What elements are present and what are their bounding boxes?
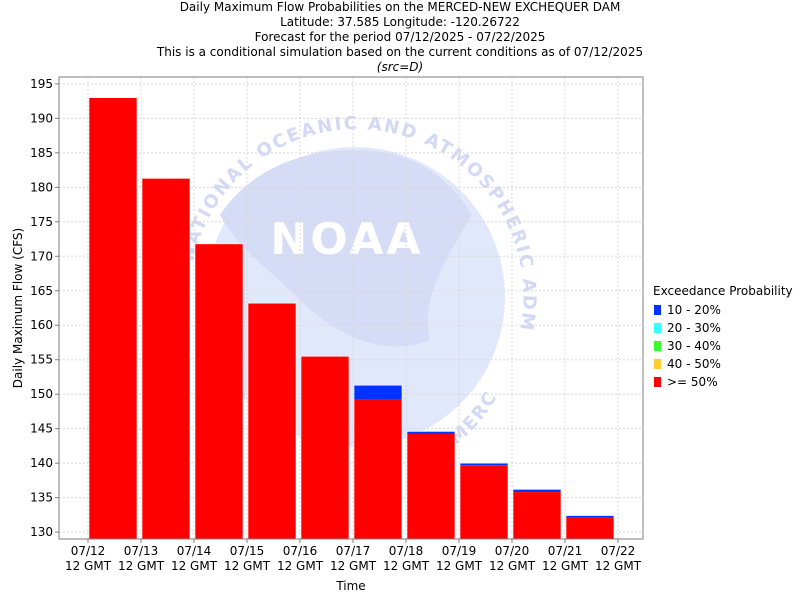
x-tick-label-date: 07/19: [442, 544, 477, 558]
y-tick-label: 130: [30, 525, 53, 539]
legend-title: Exceedance Probability: [653, 284, 793, 298]
y-tick-label: 135: [30, 491, 53, 505]
y-tick-label: 145: [30, 422, 53, 436]
y-tick-label: 155: [30, 353, 53, 367]
bar-07-18: [407, 433, 455, 539]
x-tick-label-time: 12 GMT: [383, 559, 430, 573]
x-tick-label-time: 12 GMT: [595, 559, 642, 573]
bar-07-15: [248, 303, 296, 539]
bar-07-19: [460, 465, 508, 539]
bar-07-14: [195, 243, 243, 539]
x-tick-label-time: 12 GMT: [330, 559, 377, 573]
legend-swatch: [654, 305, 661, 315]
x-tick-label-date: 07/20: [495, 544, 530, 558]
x-tick-label-time: 12 GMT: [542, 559, 589, 573]
bar-07-12: [89, 97, 137, 539]
legend-swatch: [654, 323, 661, 333]
y-axis-label: Daily Maximum Flow (CFS): [11, 228, 25, 388]
x-tick-label-date: 07/12: [71, 544, 106, 558]
chart-source-note: (src=D): [376, 60, 424, 74]
chart-title: Daily Maximum Flow Probabilities on the …: [179, 0, 621, 14]
legend-items: 10 - 20% 20 - 30% 30 - 40% 40 - 50% >= 50%: [653, 301, 793, 391]
legend-label: 40 - 50%: [667, 357, 721, 371]
legend-item: 10 - 20%: [654, 301, 793, 319]
bar-07-16: [301, 356, 349, 539]
x-axis-label: Time: [335, 579, 365, 593]
plot-frame: [58, 76, 644, 540]
x-tick-label-time: 12 GMT: [65, 559, 112, 573]
legend-label: >= 50%: [667, 375, 718, 389]
x-tick-label-date: 07/18: [389, 544, 424, 558]
chart-subtitle-location: Latitude: 37.585 Longitude: -120.26722: [280, 15, 520, 29]
chart-subtitle-period: Forecast for the period 07/12/2025 - 07/…: [254, 30, 546, 44]
y-tick-label: 180: [30, 180, 53, 194]
y-tick-label: 170: [30, 249, 53, 263]
bar-07-17: [354, 399, 402, 539]
x-tick-label-date: 07/13: [124, 544, 159, 558]
legend: Exceedance Probability 10 - 20% 20 - 30% 3…: [653, 284, 793, 391]
y-axis: 130 135 140 145 150 155 160 165 170 175 180 185 190 1…: [30, 77, 59, 539]
y-tick-label: 175: [30, 215, 53, 229]
x-tick-label-date: 07/16: [283, 544, 318, 558]
x-tick-label-date: 07/22: [601, 544, 636, 558]
x-tick-label-date: 07/17: [336, 544, 371, 558]
legend-swatch: [654, 359, 661, 369]
x-tick-label-time: 12 GMT: [436, 559, 483, 573]
y-tick-label: 160: [30, 318, 53, 332]
legend-item: >= 50%: [654, 373, 793, 391]
bar-07-13: [142, 178, 190, 539]
x-tick-label-date: 07/15: [230, 544, 265, 558]
x-tick-label-time: 12 GMT: [489, 559, 536, 573]
y-tick-label: 140: [30, 456, 53, 470]
bar-07-20: [513, 492, 561, 539]
legend-label: 30 - 40%: [667, 339, 721, 353]
x-tick-label-date: 07/14: [177, 544, 212, 558]
legend-swatch: [654, 377, 661, 387]
x-tick-label-time: 12 GMT: [171, 559, 218, 573]
legend-item: 40 - 50%: [654, 355, 793, 373]
watermark-gull: [220, 150, 472, 347]
legend-swatch: [654, 341, 661, 351]
y-tick-label: 165: [30, 284, 53, 298]
y-tick-label: 195: [30, 77, 53, 91]
y-tick-label: 150: [30, 387, 53, 401]
legend-item: 30 - 40%: [654, 337, 793, 355]
x-tick-label-time: 12 GMT: [277, 559, 324, 573]
legend-label: 10 - 20%: [667, 303, 721, 317]
y-tick-label: 190: [30, 111, 53, 125]
bar-07-21: [566, 517, 614, 539]
chart-titles: Daily Maximum Flow Probabilities on the …: [0, 0, 800, 75]
bars-layer: [88, 97, 615, 540]
x-tick-label-time: 12 GMT: [118, 559, 165, 573]
x-tick-label-date: 07/21: [548, 544, 583, 558]
chart-subtitle-conditions: This is a conditional simulation based o…: [156, 45, 644, 59]
legend-item: 20 - 30%: [654, 319, 793, 337]
y-tick-label: 185: [30, 146, 53, 160]
x-tick-label-time: 12 GMT: [224, 559, 271, 573]
legend-label: 20 - 30%: [667, 321, 721, 335]
